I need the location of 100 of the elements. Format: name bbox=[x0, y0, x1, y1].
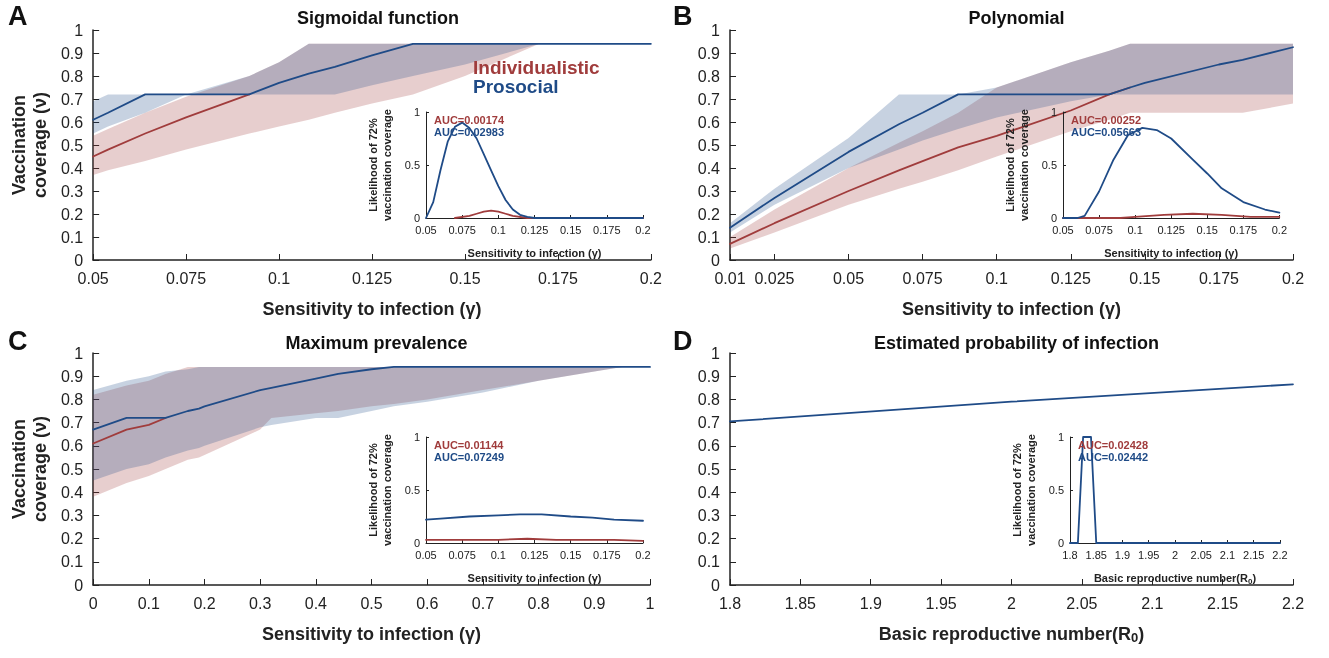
x-tick-label: 0.1 bbox=[267, 269, 291, 287]
y-tick-label: 0 bbox=[1057, 537, 1064, 549]
line-series bbox=[425, 513, 644, 522]
y-tick-label: 0 bbox=[1050, 212, 1057, 224]
y-tick-label: 0.3 bbox=[697, 506, 721, 524]
x-tick-label: 0.125 bbox=[351, 269, 393, 287]
x-tick-label: 0 bbox=[88, 594, 98, 612]
x-tick-label: 1.8 bbox=[1062, 548, 1078, 561]
x-tick-label: 0.175 bbox=[593, 548, 621, 561]
x-tick-label: 0.075 bbox=[448, 223, 476, 236]
y-axis-title: Likelihood of 72% vaccination coverage bbox=[366, 109, 393, 221]
y-axis-title: Vaccination coverage (ν) bbox=[8, 415, 50, 523]
y-tick-label: 1 bbox=[413, 106, 420, 118]
y-axis-title: Likelihood of 72% vaccination coverage bbox=[366, 434, 393, 546]
text: D bbox=[673, 325, 693, 356]
series-label: Prosocial bbox=[473, 76, 559, 97]
x-tick-label: 1.95 bbox=[925, 594, 957, 612]
text: AUC=0.07249 bbox=[434, 450, 505, 463]
y-tick-label: 0.2 bbox=[60, 205, 84, 223]
x-tick-label: 2 bbox=[1171, 548, 1179, 561]
x-tick-label: 0.2 bbox=[1271, 223, 1287, 236]
y-tick-label: 0.7 bbox=[60, 90, 84, 108]
x-tick-label: 0.2 bbox=[639, 269, 663, 287]
y-tick-label: 0.8 bbox=[697, 390, 721, 408]
x-tick-label: 2.2 bbox=[1272, 548, 1288, 561]
y-axis-title: Likelihood of 72% vaccination coverage bbox=[1003, 109, 1030, 221]
x-tick-label: 2 bbox=[1007, 594, 1017, 612]
y-tick-label: 0.5 bbox=[1041, 159, 1057, 171]
y-tick-label: 0.5 bbox=[697, 460, 721, 478]
x-axis-title: Sensitivity to infection (γ) bbox=[262, 623, 482, 644]
y-tick-label: 0 bbox=[74, 251, 84, 269]
x-tick-label: 0.2 bbox=[193, 594, 216, 612]
x-tick-label: 0.075 bbox=[1085, 223, 1113, 236]
y-tick-label: 0.8 bbox=[60, 67, 84, 85]
x-tick-label: 0.7 bbox=[471, 594, 495, 612]
x-tick-label: 1.95 bbox=[1138, 548, 1160, 561]
y-tick-label: 0.5 bbox=[697, 136, 721, 154]
y-tick-label: 0.5 bbox=[404, 484, 420, 496]
y-tick-label: 0.8 bbox=[697, 67, 721, 85]
y-tick-label: 0.9 bbox=[60, 44, 84, 62]
x-tick-label: 2.15 bbox=[1243, 548, 1265, 561]
x-tick-label: 0.8 bbox=[527, 594, 550, 612]
y-tick-label: 0.9 bbox=[697, 44, 721, 62]
y-tick-label: 0.9 bbox=[697, 367, 721, 385]
x-tick-label: 0.125 bbox=[1157, 223, 1185, 236]
y-tick-label: 0.5 bbox=[1048, 484, 1064, 496]
text: AUC=0.00252 bbox=[1071, 114, 1142, 126]
y-tick-label: 0.9 bbox=[60, 367, 84, 385]
x-tick-label: 0.175 bbox=[537, 269, 579, 287]
chart-title: Polynomial bbox=[968, 8, 1065, 28]
y-tick-label: 1 bbox=[1057, 431, 1064, 443]
y-tick-label: 0 bbox=[711, 251, 721, 269]
x-tick-label: 0.175 bbox=[1229, 223, 1258, 236]
y-tick-label: 1 bbox=[413, 431, 420, 443]
y-tick-label: 1 bbox=[711, 344, 721, 362]
x-tick-label: 0.15 bbox=[1129, 269, 1161, 287]
line-series bbox=[92, 93, 251, 158]
x-axis-title: Sensitivity to infection (γ) bbox=[901, 298, 1122, 319]
text: AUC=0.01144 bbox=[434, 439, 505, 451]
y-tick-label: 0.4 bbox=[697, 483, 721, 501]
x-tick-label: 2.1 bbox=[1219, 548, 1236, 561]
x-tick-label: 0.125 bbox=[1050, 269, 1091, 287]
y-tick-label: 0 bbox=[74, 576, 84, 594]
x-tick-label: 0.4 bbox=[304, 594, 328, 612]
chart-title: Maximum prevalence bbox=[285, 333, 468, 353]
x-tick-label: 0.075 bbox=[448, 548, 476, 561]
y-tick-label: 0.7 bbox=[697, 414, 721, 432]
y-tick-label: 0 bbox=[711, 576, 721, 594]
text: B bbox=[673, 0, 693, 31]
x-tick-label: 0.05 bbox=[1052, 223, 1074, 236]
x-tick-label: 0.15 bbox=[1196, 223, 1218, 236]
y-tick-label: 0 bbox=[413, 212, 420, 224]
x-tick-label: 0.075 bbox=[166, 269, 207, 287]
x-tick-label: 0.175 bbox=[593, 223, 621, 236]
x-tick-label: 0.5 bbox=[360, 594, 383, 612]
x-tick-label: 0.15 bbox=[559, 548, 582, 561]
x-tick-label: 0.1 bbox=[985, 269, 1008, 287]
y-tick-label: 0.7 bbox=[697, 90, 721, 108]
x-tick-label: 0.1 bbox=[490, 223, 506, 236]
x-tick-label: 0.125 bbox=[520, 548, 549, 561]
x-tick-label: 2.05 bbox=[1066, 594, 1098, 612]
x-tick-label: 0.025 bbox=[754, 269, 795, 287]
x-tick-label: 0.175 bbox=[1198, 269, 1240, 287]
x-tick-label: 0.9 bbox=[583, 594, 606, 612]
x-tick-label: 0.075 bbox=[902, 269, 943, 287]
y-tick-label: 0.6 bbox=[60, 113, 84, 131]
x-tick-label: 0.05 bbox=[77, 269, 109, 287]
x-tick-label: 2.05 bbox=[1190, 548, 1212, 561]
y-tick-label: 0.6 bbox=[697, 437, 721, 455]
x-tick-label: 0.1 bbox=[1127, 223, 1143, 236]
x-tick-label: 0.1 bbox=[490, 548, 506, 561]
x-tick-label: 0.05 bbox=[415, 548, 437, 561]
x-axis-title: Sensitivity to infection (γ) bbox=[467, 247, 602, 259]
y-tick-label: 1 bbox=[74, 344, 84, 362]
y-tick-label: 0 bbox=[413, 537, 420, 549]
x-tick-label: 2.15 bbox=[1207, 594, 1239, 612]
y-tick-label: 0.4 bbox=[60, 159, 84, 177]
y-tick-label: 0.3 bbox=[60, 182, 84, 200]
line-series bbox=[92, 366, 651, 431]
y-tick-label: 0.2 bbox=[697, 530, 721, 548]
